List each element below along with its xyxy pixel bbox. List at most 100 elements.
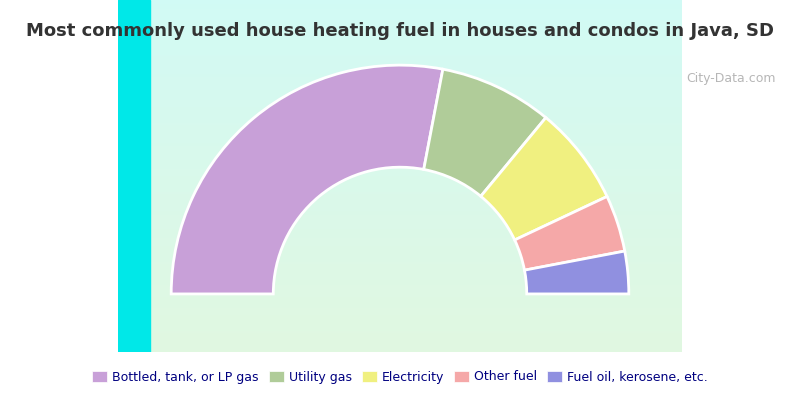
Bar <box>118 208 682 210</box>
Bar <box>118 174 682 176</box>
Bar <box>118 274 682 276</box>
Bar <box>118 296 682 298</box>
Bar <box>118 155 682 157</box>
Bar <box>118 271 682 273</box>
Bar <box>118 18 682 19</box>
Bar <box>118 12 682 14</box>
Bar <box>118 343 682 345</box>
Wedge shape <box>171 65 443 294</box>
Bar <box>118 128 682 130</box>
Bar <box>118 151 682 153</box>
Bar <box>118 90 682 92</box>
Bar <box>118 142 682 144</box>
Bar <box>118 32 682 34</box>
Bar <box>118 186 682 188</box>
Bar <box>118 230 682 232</box>
Bar <box>118 229 682 230</box>
Bar <box>118 304 682 306</box>
Bar <box>118 169 682 171</box>
Bar <box>118 137 682 139</box>
Bar <box>118 326 682 327</box>
Bar <box>118 260 682 262</box>
Bar <box>118 333 682 334</box>
Bar <box>118 83 682 84</box>
Bar <box>118 292 682 294</box>
Bar <box>118 7 682 9</box>
Bar <box>118 210 682 211</box>
Bar <box>118 329 682 331</box>
Bar <box>118 93 682 95</box>
Bar <box>118 308 682 310</box>
Bar <box>118 188 682 190</box>
Bar <box>118 312 682 313</box>
Bar <box>118 37 682 39</box>
Bar <box>118 69 682 70</box>
Bar <box>118 67 682 69</box>
Bar <box>118 211 682 213</box>
Bar <box>118 299 682 301</box>
Bar <box>118 122 682 123</box>
Bar <box>118 136 682 137</box>
Bar <box>118 9 682 10</box>
Bar <box>118 84 682 86</box>
Bar <box>118 222 682 224</box>
Bar <box>118 350 682 352</box>
Bar <box>118 250 682 252</box>
Bar <box>118 185 682 186</box>
Bar <box>118 39 682 40</box>
Bar <box>118 56 682 58</box>
Bar <box>118 104 682 106</box>
Bar <box>118 98 682 100</box>
Bar <box>118 148 682 150</box>
Bar <box>118 245 682 246</box>
Bar <box>118 144 682 146</box>
Bar <box>118 157 682 158</box>
Bar <box>118 123 682 125</box>
Bar <box>118 19 682 21</box>
Bar <box>118 206 682 208</box>
Bar <box>118 58 682 60</box>
Bar <box>118 86 682 88</box>
Bar <box>118 213 682 215</box>
Bar <box>118 218 682 220</box>
Bar <box>118 153 682 155</box>
Wedge shape <box>481 118 607 240</box>
Bar <box>118 224 682 225</box>
Bar <box>118 246 682 248</box>
Bar <box>118 146 682 148</box>
Bar <box>118 54 682 56</box>
Bar <box>118 220 682 222</box>
Bar <box>118 62 682 63</box>
Bar <box>118 111 682 113</box>
Bar <box>118 81 682 83</box>
Bar <box>118 10 682 12</box>
Bar <box>118 42 682 44</box>
Bar <box>118 287 682 289</box>
Legend: Bottled, tank, or LP gas, Utility gas, Electricity, Other fuel, Fuel oil, kerose: Bottled, tank, or LP gas, Utility gas, E… <box>87 366 713 388</box>
Bar <box>118 243 682 245</box>
Bar <box>118 313 682 315</box>
Bar <box>118 72 682 74</box>
Bar <box>118 16 682 18</box>
Bar <box>118 201 682 202</box>
Bar <box>118 310 682 312</box>
Bar <box>118 171 682 172</box>
Bar <box>118 348 682 350</box>
Bar <box>118 116 682 118</box>
Bar <box>118 232 682 234</box>
Bar <box>118 225 682 227</box>
Bar <box>118 92 682 93</box>
Bar <box>118 63 682 65</box>
Bar <box>118 248 682 250</box>
Bar <box>118 166 682 167</box>
Bar <box>118 192 682 194</box>
Bar <box>118 338 682 340</box>
Bar <box>118 241 682 243</box>
Bar <box>118 197 682 199</box>
Bar <box>118 34 682 35</box>
Bar <box>118 266 682 268</box>
Bar <box>118 139 682 141</box>
Bar <box>118 172 682 174</box>
Bar <box>118 150 682 151</box>
Bar <box>118 125 682 127</box>
